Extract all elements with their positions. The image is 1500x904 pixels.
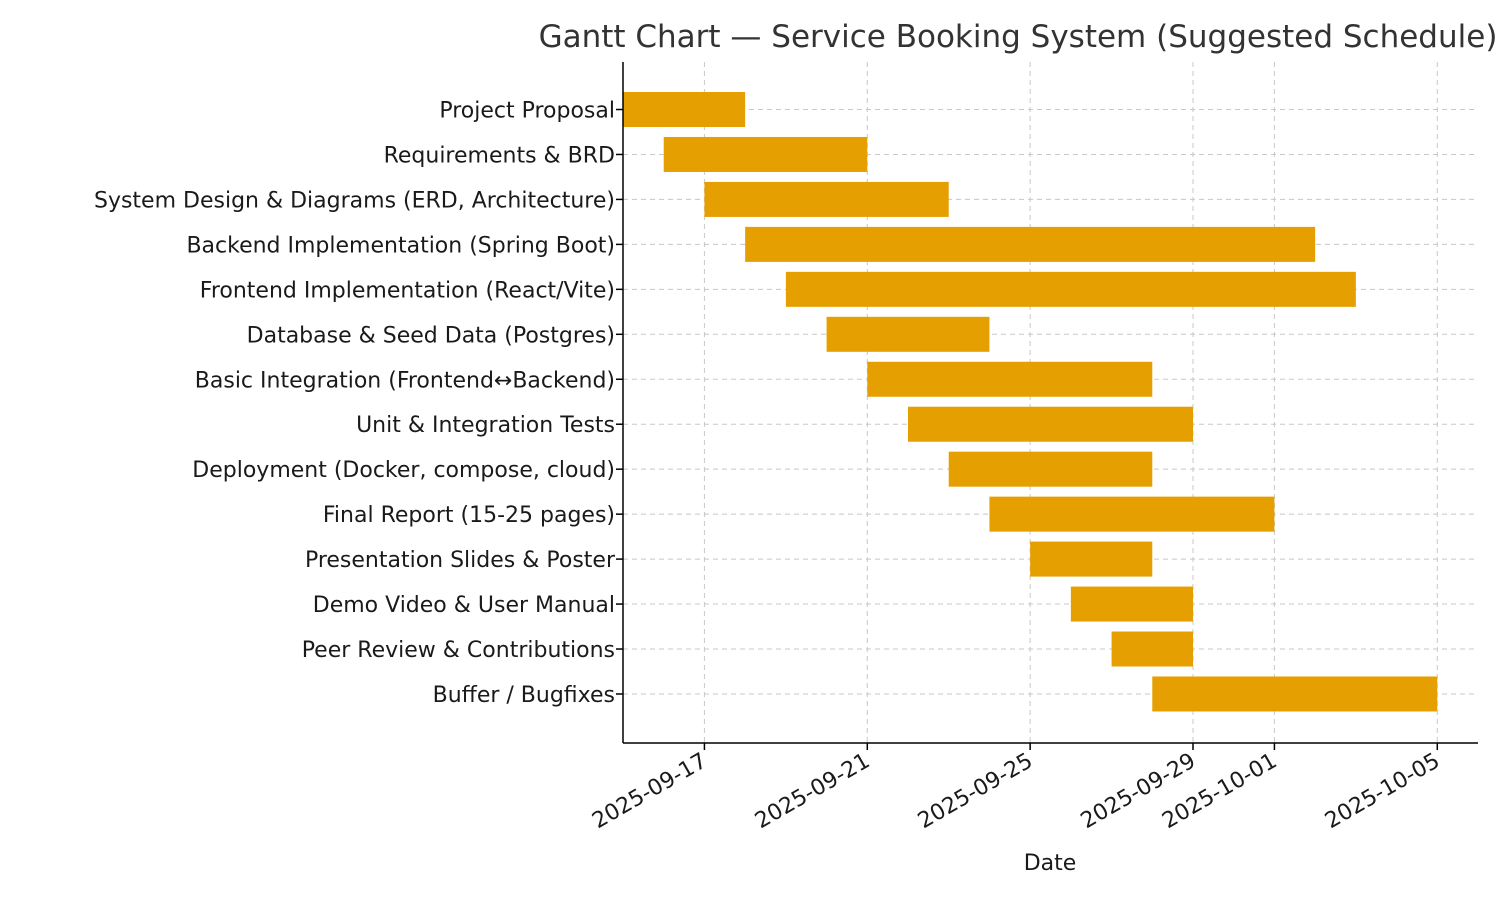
x-tick-label: 2025-09-21 bbox=[751, 749, 874, 835]
task-label: Frontend Implementation (React/Vite) bbox=[200, 278, 615, 303]
x-tick-label: 2025-10-05 bbox=[1321, 749, 1444, 835]
gantt-bar bbox=[1152, 676, 1438, 712]
gantt-bar bbox=[623, 92, 746, 127]
gantt-bar bbox=[745, 226, 1316, 262]
gantt-bar bbox=[704, 181, 949, 217]
x-tick-label: 2025-09-17 bbox=[588, 749, 711, 835]
task-label: Requirements & BRD bbox=[384, 143, 615, 168]
gantt-bar bbox=[1070, 586, 1193, 622]
gantt-bar bbox=[908, 406, 1193, 442]
task-label: System Design & Diagrams (ERD, Architect… bbox=[94, 188, 615, 213]
task-label: Backend Implementation (Spring Boot) bbox=[186, 233, 615, 258]
task-label: Demo Video & User Manual bbox=[313, 593, 615, 618]
task-label: Basic Integration (Frontend↔Backend) bbox=[195, 368, 615, 393]
task-label: Buffer / Bugfixes bbox=[433, 683, 615, 708]
x-tick-label: 2025-09-25 bbox=[914, 749, 1037, 835]
chart-title: Gantt Chart — Service Booking System (Su… bbox=[539, 19, 1498, 55]
task-label: Final Report (15-25 pages) bbox=[323, 503, 615, 528]
gantt-bar bbox=[663, 136, 868, 172]
axis-layer bbox=[616, 62, 1478, 750]
gantt-bar bbox=[785, 271, 1356, 307]
gantt-bar bbox=[1030, 541, 1153, 577]
task-label: Deployment (Docker, compose, cloud) bbox=[192, 458, 615, 483]
gantt-bar bbox=[989, 496, 1275, 532]
task-label: Peer Review & Contributions bbox=[302, 638, 615, 663]
gantt-bar bbox=[948, 451, 1153, 487]
x-axis-title: Date bbox=[1024, 851, 1077, 876]
gantt-bar bbox=[826, 316, 990, 352]
task-label: Database & Seed Data (Postgres) bbox=[247, 323, 615, 348]
task-label: Unit & Integration Tests bbox=[356, 413, 615, 438]
task-label: Presentation Slides & Poster bbox=[305, 548, 616, 573]
bar-layer bbox=[623, 92, 1438, 712]
gantt-bar bbox=[1111, 631, 1193, 667]
gantt-bar bbox=[867, 361, 1153, 397]
task-label: Project Proposal bbox=[439, 99, 615, 124]
